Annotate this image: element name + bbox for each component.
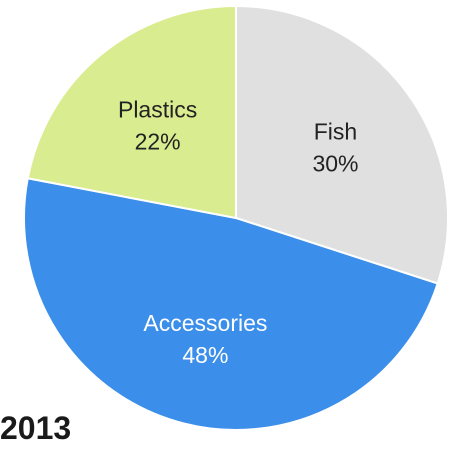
pie-slice-fish (235, 4, 449, 285)
slice-percent-accessories: 48% (182, 342, 228, 368)
slice-percent-plastics: 22% (135, 128, 181, 154)
pie-slice-plastics (26, 4, 237, 220)
slice-name-plastics: Plastics (118, 96, 197, 122)
pie-slice-accessories (23, 177, 439, 431)
slice-percent-fish: 30% (312, 151, 358, 177)
slice-name-accessories: Accessories (143, 310, 267, 336)
chart-title: 2013 (0, 410, 72, 446)
slice-name-fish: Fish (314, 119, 357, 145)
